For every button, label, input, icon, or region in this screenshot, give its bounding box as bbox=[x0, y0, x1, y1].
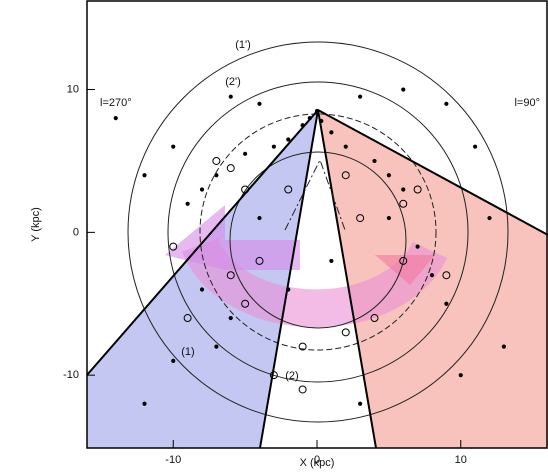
point bbox=[300, 123, 305, 128]
y-tick-label: 10 bbox=[67, 83, 79, 95]
y-tick-label: 0 bbox=[73, 226, 79, 238]
point bbox=[458, 373, 463, 378]
open-point bbox=[183, 314, 192, 323]
open-point bbox=[255, 256, 264, 265]
point bbox=[444, 101, 449, 106]
point bbox=[358, 401, 363, 406]
point bbox=[257, 101, 262, 106]
point bbox=[286, 287, 291, 292]
point bbox=[228, 315, 233, 321]
annotation: (1') bbox=[235, 39, 251, 51]
open-point bbox=[241, 185, 250, 194]
open-point bbox=[169, 242, 178, 251]
point bbox=[142, 173, 147, 178]
open-point bbox=[241, 299, 250, 308]
point bbox=[307, 116, 312, 121]
x-tick-label: 0 bbox=[314, 454, 320, 466]
open-point bbox=[341, 328, 350, 337]
point bbox=[228, 94, 233, 99]
point bbox=[199, 187, 205, 192]
point bbox=[214, 344, 219, 349]
point bbox=[171, 358, 176, 363]
annotation: l=90° bbox=[514, 97, 540, 109]
point bbox=[343, 144, 348, 149]
open-point bbox=[284, 185, 293, 194]
open-point bbox=[226, 164, 235, 173]
point bbox=[271, 144, 276, 149]
open-point bbox=[341, 171, 350, 180]
open-point bbox=[298, 385, 307, 394]
point bbox=[257, 215, 262, 221]
open-point bbox=[399, 199, 408, 208]
y-tick-label: -10 bbox=[63, 369, 79, 381]
x-tick-label: -10 bbox=[165, 454, 181, 466]
open-point bbox=[269, 371, 278, 380]
point bbox=[142, 401, 147, 406]
point bbox=[401, 187, 406, 192]
point bbox=[358, 94, 363, 99]
annotation: (1) bbox=[181, 346, 194, 358]
annotation: (2') bbox=[225, 76, 241, 88]
point bbox=[286, 137, 291, 142]
open-point bbox=[413, 185, 422, 194]
point bbox=[487, 215, 492, 221]
point bbox=[429, 273, 435, 278]
point bbox=[199, 287, 205, 292]
open-point bbox=[370, 314, 379, 323]
point bbox=[372, 158, 377, 164]
open-point bbox=[356, 214, 365, 223]
open-point bbox=[399, 256, 408, 265]
point bbox=[243, 151, 248, 156]
point bbox=[319, 118, 324, 124]
annotation: (2) bbox=[285, 370, 298, 382]
point bbox=[401, 87, 406, 92]
point bbox=[386, 215, 391, 221]
point bbox=[185, 201, 190, 206]
point bbox=[386, 173, 391, 178]
point bbox=[444, 301, 449, 306]
open-point bbox=[442, 271, 451, 280]
open-point bbox=[212, 156, 221, 165]
point bbox=[214, 173, 219, 178]
x-axis-label: X (kpc) bbox=[300, 457, 335, 469]
point bbox=[473, 144, 478, 149]
annotation: l=270° bbox=[100, 97, 132, 109]
x-tick-label: 10 bbox=[455, 454, 467, 466]
y-axis-label: Y (kpc) bbox=[30, 207, 42, 242]
decoration bbox=[86, 0, 548, 449]
point bbox=[329, 258, 334, 264]
point bbox=[314, 108, 320, 114]
point bbox=[415, 244, 420, 249]
open-point bbox=[226, 271, 235, 280]
point bbox=[113, 116, 118, 121]
point bbox=[501, 344, 506, 349]
point bbox=[329, 130, 334, 135]
open-point bbox=[298, 342, 307, 351]
point bbox=[171, 144, 176, 149]
